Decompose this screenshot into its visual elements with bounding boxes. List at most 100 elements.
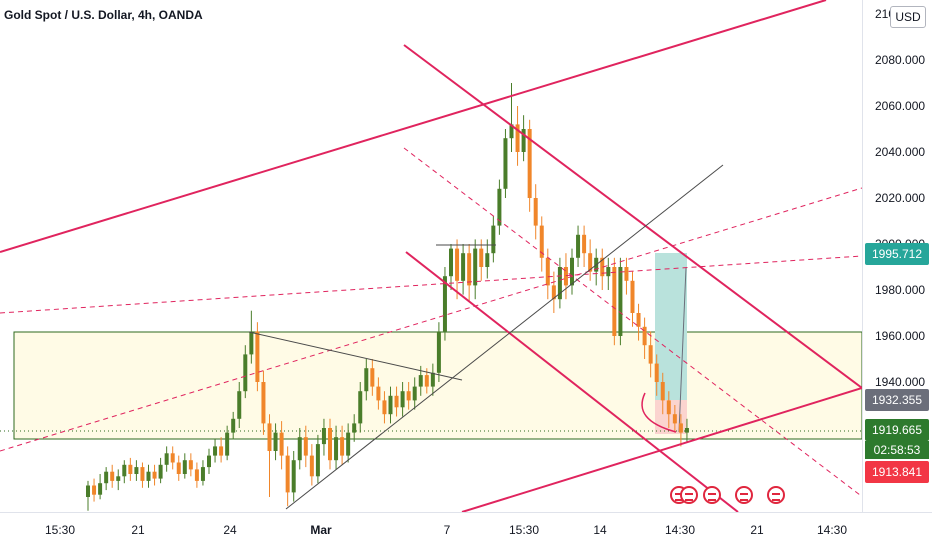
currency-button[interactable]: USD [890,6,926,28]
chart-canvas[interactable] [0,0,862,512]
candle-body [624,267,629,281]
candle-body [424,375,429,387]
candle-body [406,391,411,401]
candle-body [188,460,193,470]
candle-body [352,423,357,433]
candle-body [110,471,115,481]
price-axis[interactable]: 1940.0001960.0001980.0002000.0002020.000… [862,0,932,512]
position-path-line [678,267,687,433]
us-flag-icon[interactable] [703,486,721,504]
candle-body [545,257,550,286]
dashed-mid-line-rising [0,187,862,452]
candle-body [303,437,308,456]
price-tick-label: 1980.000 [875,283,926,297]
target-price-tag: 1995.712 [865,243,929,265]
last-price-tag: 1919.665 [865,419,929,441]
dashed-mid-line-falling [403,147,861,496]
us-flag-icon[interactable] [735,486,753,504]
candle-body [297,437,302,461]
time-axis[interactable]: 15:30 21 24 Mar 7 15:30 14 14:30 21 14:30 [0,512,932,551]
symbol-title: Gold Spot / U.S. Dollar, 4h, OANDA [4,8,203,22]
price-tick-label: 2040.000 [875,145,926,159]
candle-body [642,326,647,346]
candle-body [122,464,127,477]
candle-body [255,331,260,382]
us-flag-icon[interactable] [767,486,785,504]
us-flag-icon[interactable] [680,486,698,504]
candle-body [563,267,568,286]
candle-body [86,485,90,497]
time-tick-label: 14:30 [816,523,848,537]
time-tick-label: 15:30 [508,523,540,537]
candle-body [382,400,387,415]
candle-body [672,414,677,424]
candle-body [442,276,447,332]
candle-body [436,331,441,373]
candle-body [430,372,435,387]
price-tick-label: 1940.000 [875,375,926,389]
candle-body [116,476,121,481]
candle-body [315,444,320,477]
candle-body [509,124,514,139]
candle-body [394,395,399,408]
candle-body [648,345,653,364]
position-tool[interactable] [655,253,687,434]
candle-body [660,382,665,401]
candle-body [576,234,581,258]
price-chart[interactable]: Gold Spot / U.S. Dollar, 4h, OANDA [0,0,862,512]
falling-trend-line [248,331,463,381]
candle-body [412,386,417,401]
candle-body [98,483,103,495]
upper-price-tag: 1932.355 [865,389,929,411]
candle-body [334,437,339,461]
candle-body [200,467,205,481]
candle-body [213,446,218,456]
candle-body [582,234,587,254]
price-tick-label: 2060.000 [875,99,926,113]
candle-body [376,386,381,401]
candle-body [551,285,556,300]
reversal-arc [641,392,677,433]
candle-body [636,313,641,327]
candle-body [146,471,151,481]
candle-body [479,248,484,267]
candle-body [267,423,272,451]
candle-body [170,453,175,463]
time-tick-label: 21 [750,523,764,537]
candle-body [600,257,605,277]
trend-lines [248,164,724,510]
descending-channel-bottom-line [405,251,739,512]
time-tick-label: 14 [593,523,607,537]
candle-body [207,455,211,468]
candle-body [279,432,284,456]
candle-body [158,464,163,479]
candle-body [455,248,460,281]
candle-body [557,267,562,300]
candle-body [243,354,248,392]
candle-body [400,391,405,408]
upper-channel-line [0,0,827,253]
dashed-mid-line-flat [0,255,862,314]
candle-body [678,423,683,433]
time-tick-label: 14:30 [664,523,696,537]
candle-body [104,471,109,484]
price-tick-label: 2080.000 [875,53,926,67]
candle-body [176,462,181,474]
lower-price-tag: 1913.841 [865,461,929,483]
candle-body [618,267,623,336]
candle-body [134,467,139,474]
candles-group [86,83,689,511]
candle-body [684,428,689,433]
candle-body [388,395,393,415]
candle-body [503,138,508,189]
candle-body [249,331,254,355]
candle-body [497,188,502,226]
candle-body [630,280,635,313]
price-tick-label: 2020.000 [875,191,926,205]
descending-channel-top-line [403,44,862,389]
candle-body [612,267,617,336]
candle-body [473,248,478,286]
candle-body [346,432,351,456]
candle-body [666,400,671,415]
candle-body [533,198,538,226]
